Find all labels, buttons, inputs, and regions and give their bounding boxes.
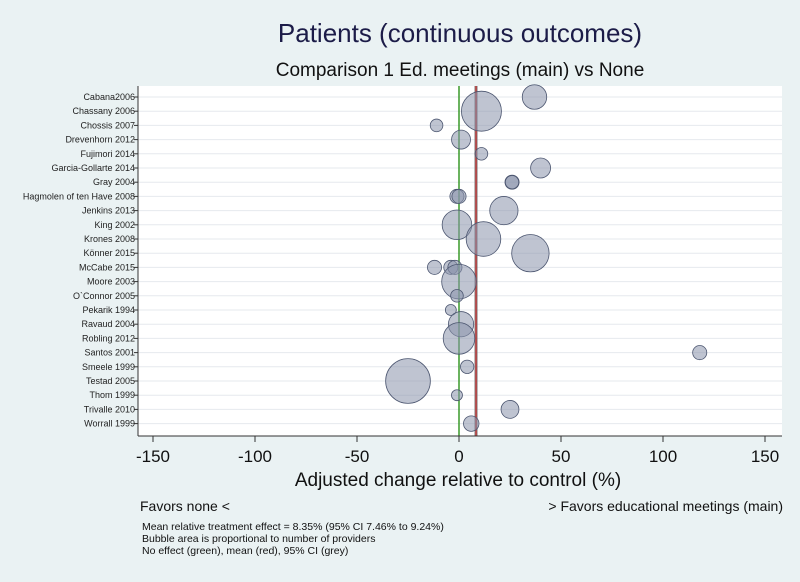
x-axis-ticks: -150 -100 -50 0 50 100 150 xyxy=(136,436,779,466)
bubble xyxy=(489,196,519,226)
chart-subtitle: Comparison 1 Ed. meetings (main) vs None xyxy=(276,60,645,81)
study-label: Garcia-Gollarte 2014 xyxy=(51,163,135,173)
study-label: Robling 2012 xyxy=(82,333,135,343)
bubble xyxy=(427,259,442,275)
bubble xyxy=(504,175,520,190)
study-label: Krones 2008 xyxy=(84,234,135,244)
bubble xyxy=(465,221,502,257)
x-tick-label: 0 xyxy=(454,447,463,466)
study-label: Jenkins 2013 xyxy=(82,206,135,216)
bubble xyxy=(521,84,548,110)
study-label: Könner 2015 xyxy=(83,248,135,258)
study-labels: Cabana2006 Chassany 2006 Chossis 2007 Dreve… xyxy=(23,92,135,429)
bubble xyxy=(500,400,520,419)
study-label: McCabe 2015 xyxy=(79,262,135,272)
bubble xyxy=(450,289,464,303)
study-label: Ravaud 2004 xyxy=(81,319,135,329)
bubble xyxy=(444,304,457,316)
study-label: King 2002 xyxy=(94,220,135,230)
bubble xyxy=(474,147,489,161)
note-bubble-area: Bubble area is proportional to number of… xyxy=(142,533,376,545)
favors-none-label: Favors none < xyxy=(140,498,230,514)
study-label: Testad 2005 xyxy=(86,376,135,386)
bubble xyxy=(530,157,551,179)
x-tick-label: 150 xyxy=(751,447,779,466)
bubble xyxy=(451,389,463,402)
bubble xyxy=(511,234,550,273)
study-label: Fujimori 2014 xyxy=(80,149,135,159)
chart-title: Patients (continuous outcomes) xyxy=(278,18,642,48)
study-label: Worrall 1999 xyxy=(84,419,135,429)
study-label: Drevenhorn 2012 xyxy=(65,135,135,145)
bubble xyxy=(460,359,475,374)
bubble xyxy=(441,209,473,241)
bubble xyxy=(451,188,467,204)
study-label: Cabana2006 xyxy=(83,92,135,102)
study-label: O`Connor 2005 xyxy=(73,291,135,301)
x-tick-label: -150 xyxy=(136,447,170,466)
note-line-legend: No effect (green), mean (red), 95% CI (g… xyxy=(142,545,349,557)
study-label: Santos 2001 xyxy=(84,348,135,358)
study-label: Chassany 2006 xyxy=(72,106,135,116)
x-tick-label: -100 xyxy=(238,447,272,466)
bubble xyxy=(692,345,708,361)
note-mean-effect: Mean relative treatment effect = 8.35% (… xyxy=(142,521,444,533)
study-label: Moore 2003 xyxy=(87,277,135,287)
study-label: Thom 1999 xyxy=(89,390,135,400)
study-label: Trivalle 2010 xyxy=(84,404,135,414)
x-tick-label: 50 xyxy=(552,447,571,466)
x-tick-label: -50 xyxy=(345,447,370,466)
study-label: Pekarik 1994 xyxy=(82,305,135,315)
favors-educational-label: > Favors educational meetings (main) xyxy=(548,498,783,514)
bubble xyxy=(429,118,444,133)
x-axis-label: Adjusted change relative to control (%) xyxy=(295,470,621,491)
bubbles xyxy=(385,84,708,432)
x-tick-label: 100 xyxy=(649,447,677,466)
study-label: Chossis 2007 xyxy=(80,120,135,130)
study-label: Smeele 1999 xyxy=(82,362,135,372)
bubble xyxy=(463,415,480,432)
bubble xyxy=(442,322,476,355)
bubble xyxy=(451,129,471,150)
bubble xyxy=(461,90,502,132)
study-label: Gray 2004 xyxy=(93,177,135,187)
study-label: Hagmolen of ten Have 2008 xyxy=(23,191,135,201)
bubble xyxy=(385,358,431,404)
